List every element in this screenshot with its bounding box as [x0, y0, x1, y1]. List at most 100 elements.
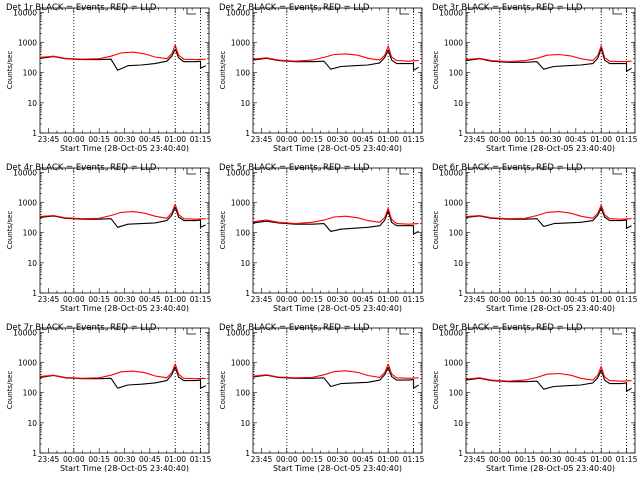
y-tick-label: 10000	[226, 8, 250, 17]
attenuator-mark	[612, 328, 623, 335]
y-tick-label: 10000	[13, 168, 37, 177]
y-tick-label: 100	[23, 229, 38, 238]
x-tick-label: 23:45	[38, 135, 60, 144]
lld-series-line	[39, 363, 206, 380]
lld-series-line	[252, 45, 419, 62]
y-axis-label: Counts/sec	[219, 51, 227, 90]
y-tick-label: 10	[453, 419, 463, 428]
events-series-line	[252, 210, 419, 235]
y-tick-label: 100	[236, 229, 251, 238]
y-tick-label: 10	[27, 419, 37, 428]
y-axis-label: Counts/sec	[432, 51, 440, 90]
y-tick-label: 1000	[231, 38, 250, 47]
y-tick-label: 1	[245, 129, 250, 138]
x-tick-label: 00:45	[139, 295, 161, 304]
chart-panel-1: Det 1r BLACK = Events, RED = LLD11010010…	[6, 3, 212, 153]
attenuator-mark	[612, 168, 623, 175]
x-axis-label: Start Time (28-Oct-05 23:40:40)	[486, 144, 615, 153]
plot-frame	[465, 327, 636, 454]
y-tick-label: 100	[449, 69, 464, 78]
plot-frame	[252, 327, 423, 454]
chart-panel-3: Det 3r BLACK = Events, RED = LLD11010010…	[432, 3, 638, 153]
x-tick-label: 00:45	[139, 455, 161, 464]
lld-series-line	[39, 44, 206, 61]
y-tick-label: 1	[458, 289, 463, 298]
x-tick-label: 00:00	[63, 295, 85, 304]
x-tick-label: 23:45	[38, 455, 60, 464]
chart-panel-7: Det 7r BLACK = Events, RED = LLD11010010…	[6, 323, 212, 473]
y-tick-label: 10000	[439, 168, 463, 177]
x-axis-label: Start Time (28-Oct-05 23:40:40)	[273, 144, 402, 153]
y-tick-label: 1000	[444, 358, 463, 367]
attenuator-mark	[186, 168, 197, 175]
y-tick-label: 1000	[444, 198, 463, 207]
x-tick-label: 00:15	[514, 455, 536, 464]
chart-panel-9: Det 9r BLACK = Events, RED = LLD11010010…	[432, 323, 638, 473]
chart-panel-8: Det 8r BLACK = Events, RED = LLD11010010…	[219, 323, 425, 473]
x-axis-label: Start Time (28-Oct-05 23:40:40)	[273, 464, 402, 473]
chart-panel-5: Det 5r BLACK = Events, RED = LLD11010010…	[219, 163, 425, 313]
events-series-line	[252, 366, 419, 389]
y-tick-label: 10000	[13, 8, 37, 17]
y-tick-label: 10	[240, 259, 250, 268]
x-tick-label: 01:15	[616, 455, 638, 464]
x-tick-label: 00:00	[276, 455, 298, 464]
attenuator-mark	[399, 168, 410, 175]
y-tick-label: 10	[240, 419, 250, 428]
x-tick-label: 00:00	[63, 135, 85, 144]
x-tick-label: 01:15	[403, 455, 425, 464]
x-tick-label: 00:30	[540, 295, 562, 304]
x-tick-label: 01:00	[377, 455, 399, 464]
x-tick-label: 01:15	[190, 135, 212, 144]
x-tick-label: 00:30	[114, 135, 136, 144]
x-tick-label: 00:15	[301, 135, 323, 144]
y-tick-label: 100	[23, 69, 38, 78]
x-tick-label: 00:30	[114, 455, 136, 464]
x-tick-label: 00:45	[565, 295, 587, 304]
x-tick-label: 23:45	[251, 295, 273, 304]
x-tick-label: 01:00	[590, 135, 612, 144]
x-tick-label: 00:30	[327, 135, 349, 144]
plot-frame	[465, 167, 636, 294]
y-tick-label: 100	[236, 69, 251, 78]
y-tick-label: 1	[32, 449, 37, 458]
attenuator-mark	[186, 328, 197, 335]
lld-series-line	[465, 204, 632, 220]
x-axis-label: Start Time (28-Oct-05 23:40:40)	[60, 464, 189, 473]
x-tick-label: 01:15	[403, 135, 425, 144]
y-axis-label: Counts/sec	[432, 371, 440, 410]
x-tick-label: 00:15	[301, 295, 323, 304]
x-tick-label: 00:30	[327, 455, 349, 464]
x-tick-label: 00:45	[139, 135, 161, 144]
x-tick-label: 00:00	[489, 295, 511, 304]
y-tick-label: 1000	[444, 38, 463, 47]
x-tick-label: 23:45	[38, 295, 60, 304]
x-tick-label: 00:15	[514, 295, 536, 304]
y-tick-label: 10000	[439, 328, 463, 337]
y-tick-label: 1	[245, 449, 250, 458]
y-tick-label: 1000	[18, 38, 37, 47]
x-tick-label: 01:15	[190, 295, 212, 304]
x-axis-label: Start Time (28-Oct-05 23:40:40)	[486, 304, 615, 313]
x-tick-label: 01:15	[403, 295, 425, 304]
x-tick-label: 01:00	[377, 295, 399, 304]
events-series-line	[465, 369, 632, 392]
lld-series-line	[465, 365, 632, 382]
y-axis-label: Counts/sec	[6, 371, 14, 410]
y-tick-label: 10	[27, 259, 37, 268]
y-tick-label: 100	[449, 389, 464, 398]
lld-series-line	[252, 363, 419, 379]
x-tick-label: 00:45	[352, 135, 374, 144]
y-tick-label: 10	[27, 99, 37, 108]
x-tick-label: 00:45	[565, 135, 587, 144]
lld-series-line	[39, 203, 206, 220]
y-tick-label: 1000	[18, 198, 37, 207]
x-tick-label: 01:00	[164, 295, 186, 304]
x-tick-label: 01:00	[377, 135, 399, 144]
x-tick-label: 00:00	[276, 135, 298, 144]
x-tick-label: 00:45	[565, 455, 587, 464]
x-tick-label: 23:45	[464, 135, 486, 144]
y-tick-label: 10000	[226, 168, 250, 177]
x-tick-label: 00:15	[88, 455, 110, 464]
